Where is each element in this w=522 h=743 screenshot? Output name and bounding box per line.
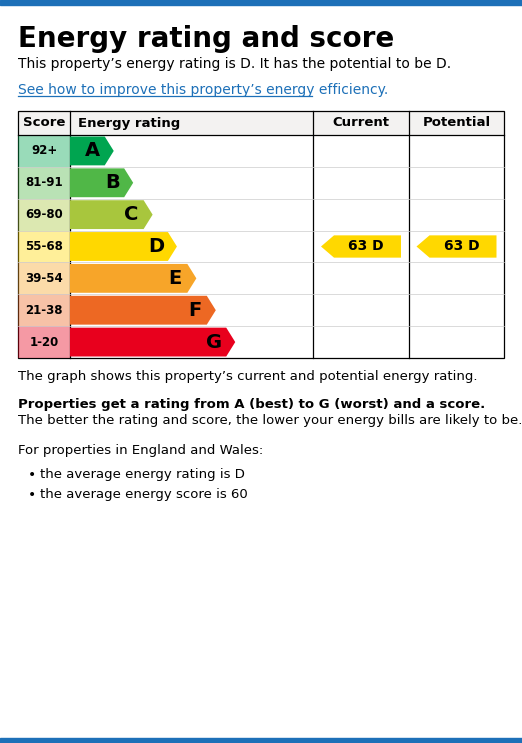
Polygon shape: [417, 236, 496, 258]
Text: 63 D: 63 D: [444, 239, 479, 253]
Text: 92+: 92+: [31, 144, 57, 158]
Bar: [18, 294, 70, 326]
Text: The graph shows this property’s current and potential energy rating.: The graph shows this property’s current …: [18, 370, 478, 383]
Text: This property’s energy rating is D. It has the potential to be D.: This property’s energy rating is D. It h…: [18, 57, 451, 71]
Polygon shape: [70, 232, 177, 261]
Bar: [18, 230, 70, 262]
Polygon shape: [70, 137, 114, 166]
Text: Properties get a rating from A (best) to G (worst) and a score.: Properties get a rating from A (best) to…: [18, 398, 485, 411]
Text: A: A: [85, 141, 100, 160]
Polygon shape: [321, 236, 401, 258]
Polygon shape: [70, 264, 196, 293]
Bar: [18, 135, 70, 167]
Bar: [0, 738, 522, 743]
Bar: [18, 326, 70, 358]
Text: 39-54: 39-54: [25, 272, 63, 285]
Text: Energy rating and score: Energy rating and score: [18, 25, 394, 53]
Polygon shape: [70, 296, 216, 325]
Polygon shape: [70, 169, 133, 197]
Bar: [18, 167, 70, 198]
Polygon shape: [70, 328, 235, 357]
Text: Score: Score: [23, 117, 65, 129]
Text: E: E: [169, 269, 182, 288]
Text: Potential: Potential: [422, 117, 491, 129]
Text: the average energy score is 60: the average energy score is 60: [40, 488, 248, 501]
Text: G: G: [206, 333, 222, 351]
Text: C: C: [124, 205, 139, 224]
Text: 63 D: 63 D: [348, 239, 384, 253]
Bar: [18, 262, 70, 294]
Text: 55-68: 55-68: [25, 240, 63, 253]
Bar: [0, 0, 522, 5]
Text: 81-91: 81-91: [25, 176, 63, 189]
Text: For properties in England and Wales:: For properties in England and Wales:: [18, 444, 263, 457]
Text: B: B: [105, 173, 120, 192]
Text: •: •: [28, 468, 36, 482]
Text: F: F: [188, 301, 201, 319]
Text: D: D: [148, 237, 164, 256]
Bar: [18, 111, 504, 358]
Text: •: •: [28, 488, 36, 502]
Text: Current: Current: [333, 117, 389, 129]
Text: the average energy rating is D: the average energy rating is D: [40, 468, 245, 481]
Text: See how to improve this property’s energy efficiency.: See how to improve this property’s energ…: [18, 83, 388, 97]
Text: 69-80: 69-80: [25, 208, 63, 221]
Text: 21-38: 21-38: [25, 304, 63, 317]
Bar: [18, 111, 504, 135]
Text: The better the rating and score, the lower your energy bills are likely to be.: The better the rating and score, the low…: [18, 414, 522, 427]
Text: 1-20: 1-20: [29, 336, 58, 348]
Polygon shape: [70, 200, 152, 229]
Bar: [18, 198, 70, 230]
Text: Energy rating: Energy rating: [78, 117, 180, 129]
